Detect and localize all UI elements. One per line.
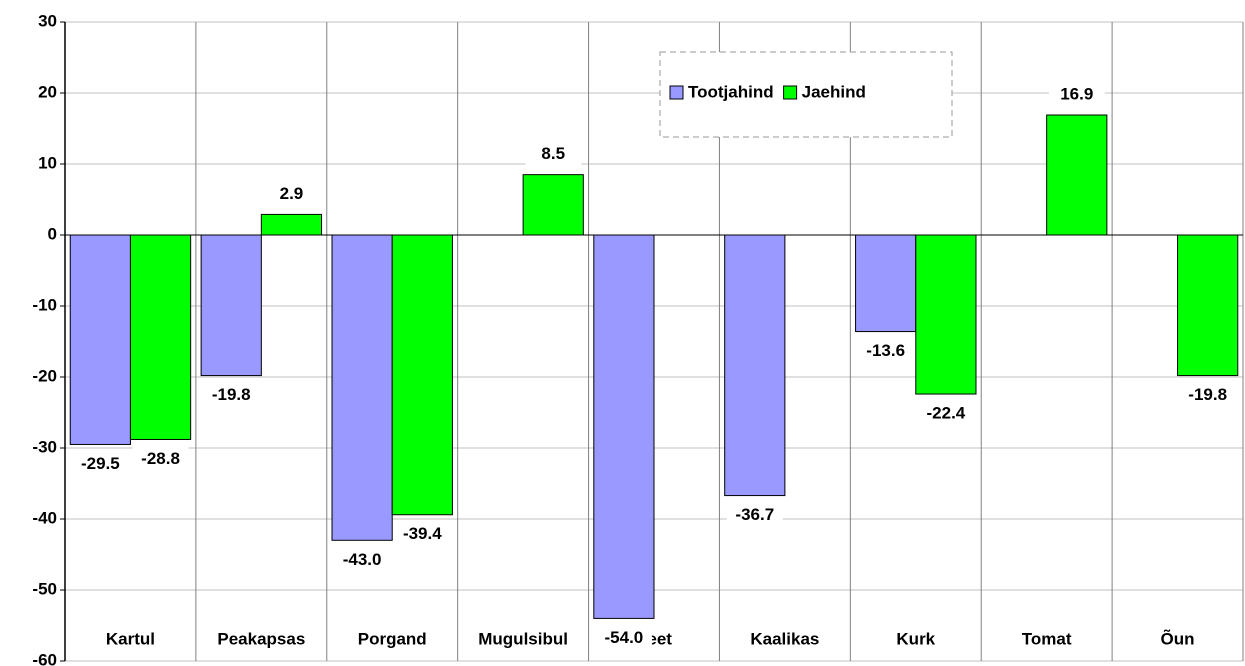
y-tick-label: -20 xyxy=(32,366,57,385)
label-bg xyxy=(334,548,391,573)
y-tick-label: -10 xyxy=(32,295,57,314)
y-tick-label: 20 xyxy=(38,82,57,101)
data-label: -54.0 xyxy=(605,628,644,647)
label-bg xyxy=(72,452,129,477)
data-label: -19.8 xyxy=(212,385,251,404)
data-label: -29.5 xyxy=(81,454,120,473)
bar xyxy=(1046,114,1108,236)
legend-swatch xyxy=(669,85,684,100)
y-tick-label: -40 xyxy=(32,508,57,527)
label-bg xyxy=(394,522,451,547)
y-tick-label: 30 xyxy=(38,11,57,30)
data-label: 16.9 xyxy=(1060,84,1093,103)
bar xyxy=(915,234,977,395)
bar xyxy=(69,234,131,445)
data-label: -28.8 xyxy=(141,449,180,468)
data-label: -36.7 xyxy=(735,505,774,524)
label-bg xyxy=(525,142,582,167)
y-tick-label: -60 xyxy=(32,650,57,666)
data-label: 2.9 xyxy=(280,184,304,203)
x-tick-label: Kartul xyxy=(106,629,155,648)
x-tick-label: Porgand xyxy=(358,629,427,648)
x-tick-label: Peakapsas xyxy=(217,629,305,648)
x-tick-label: Mugulsibul xyxy=(478,629,568,648)
bar xyxy=(331,234,393,541)
legend-label: Jaehind xyxy=(802,82,866,101)
x-tick-label: Tomat xyxy=(1022,629,1072,648)
legend-label: Tootjahind xyxy=(688,82,774,101)
data-label: -43.0 xyxy=(343,550,382,569)
label-bg xyxy=(1179,383,1236,408)
x-tick-label: Kaalikas xyxy=(750,629,819,648)
label-bg xyxy=(132,447,189,472)
data-label: -13.6 xyxy=(866,341,905,360)
bar xyxy=(129,234,192,440)
label-bg xyxy=(263,182,320,207)
data-label: -22.4 xyxy=(927,404,966,423)
label-bg xyxy=(203,383,260,408)
y-tick-label: 0 xyxy=(48,224,57,243)
bar xyxy=(724,234,786,497)
bar xyxy=(391,234,453,516)
label-bg xyxy=(857,339,914,364)
data-label: 8.5 xyxy=(541,144,565,163)
y-tick-label: -50 xyxy=(32,579,57,598)
label-bg xyxy=(595,626,652,651)
data-label: -19.8 xyxy=(1188,385,1227,404)
bar xyxy=(200,234,262,377)
bar xyxy=(1177,234,1239,377)
bar xyxy=(855,234,917,333)
x-tick-label: Kurk xyxy=(896,629,935,648)
bar xyxy=(522,174,584,236)
y-tick-label: 10 xyxy=(38,153,57,172)
bar xyxy=(260,213,323,236)
y-tick-label: -30 xyxy=(32,437,57,456)
data-label: -39.4 xyxy=(403,524,442,543)
legend-swatch xyxy=(783,85,798,100)
label-bg xyxy=(917,402,974,427)
label-bg xyxy=(1048,83,1105,108)
legend-box xyxy=(659,51,953,138)
label-bg xyxy=(726,503,783,528)
bar xyxy=(593,234,655,619)
x-tick-label: Õun xyxy=(1161,628,1195,648)
